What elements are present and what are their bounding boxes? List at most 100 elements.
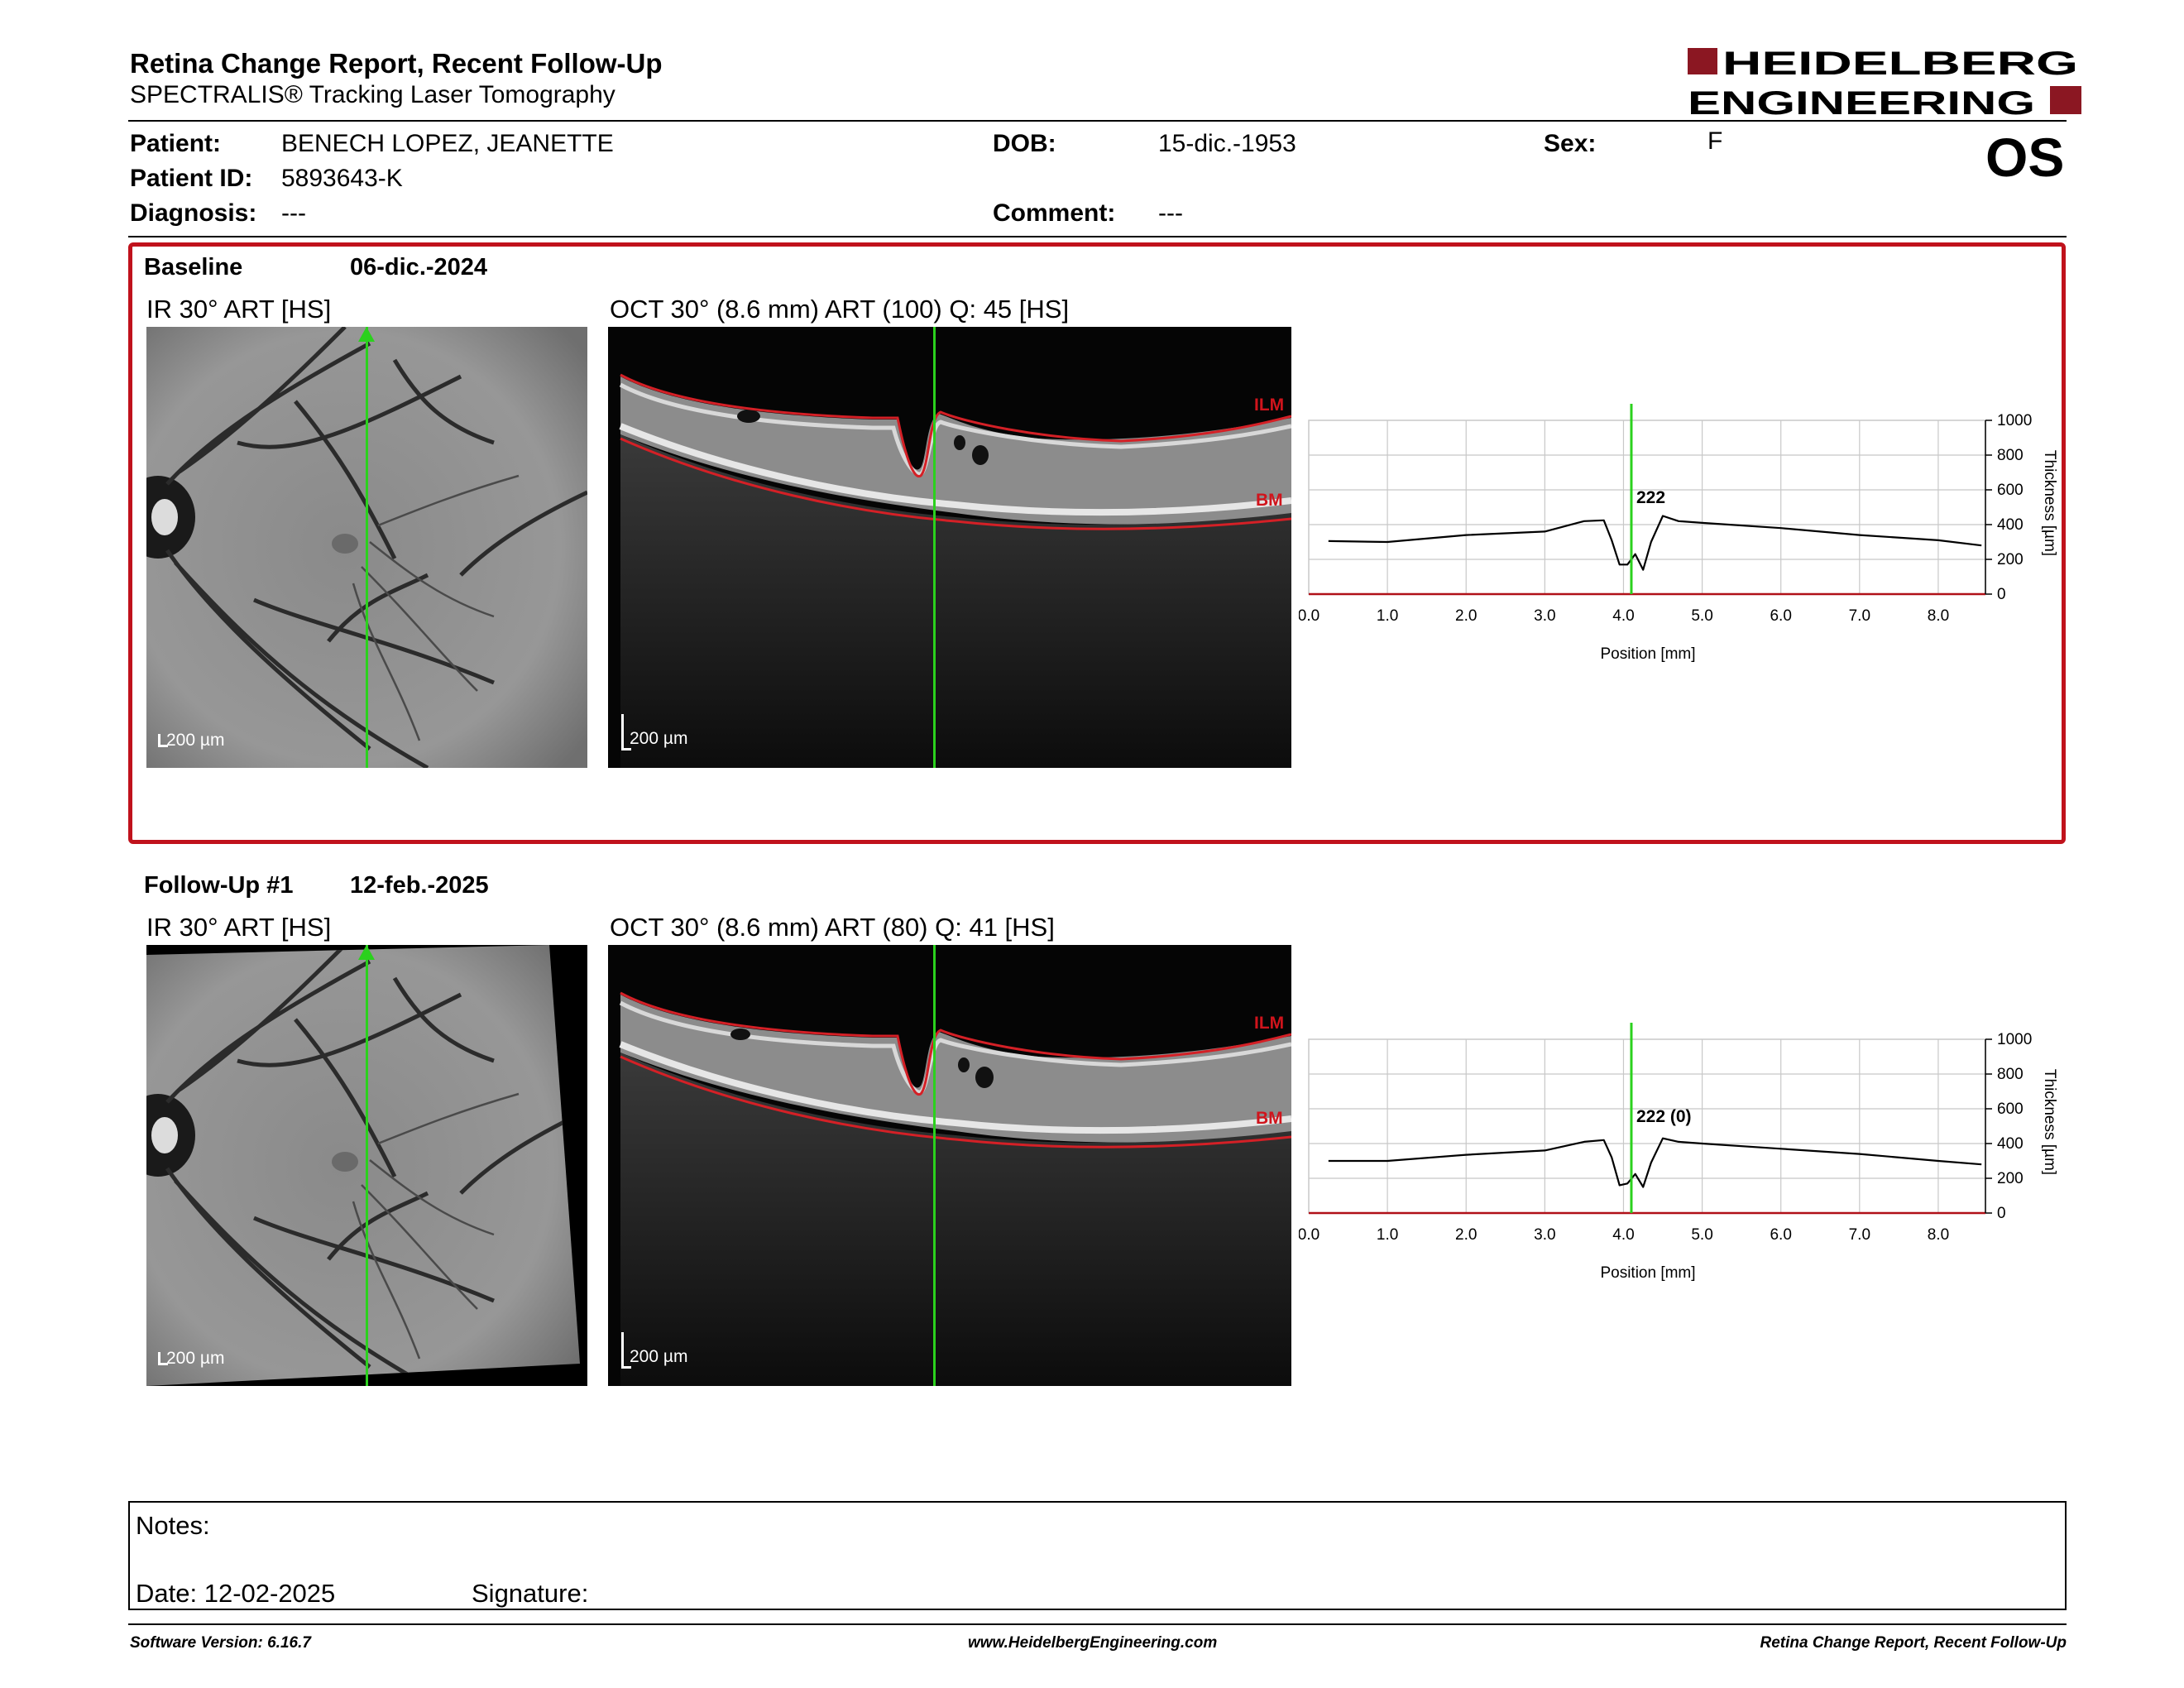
scale-bar-icon <box>158 1352 160 1365</box>
x-tick-label: 0.0 <box>1299 1226 1320 1244</box>
scale-bar-icon <box>621 714 624 750</box>
y-tick-label: 1000 <box>1997 1031 2032 1048</box>
notes-box[interactable] <box>128 1501 2067 1610</box>
x-tick-label: 6.0 <box>1770 1226 1791 1244</box>
y-tick-label: 0 <box>1997 586 2006 603</box>
x-tick-label: 7.0 <box>1849 1226 1870 1244</box>
x-tick-label: 7.0 <box>1849 607 1870 625</box>
followup-oct-image[interactable]: ILM BM 200 µm <box>608 945 1291 1386</box>
header-divider <box>128 120 2067 122</box>
diagnosis-label: Diagnosis: <box>130 199 257 227</box>
logo-line2: ENGINEERING <box>1688 85 2035 117</box>
followup-oct-position-line[interactable] <box>933 945 936 1386</box>
footer-divider <box>128 1623 2067 1625</box>
thickness-series-line <box>1328 1137 1982 1188</box>
y-tick-label: 200 <box>1997 1170 2024 1187</box>
x-tick-label: 4.0 <box>1612 1226 1634 1244</box>
x-tick-label: 1.0 <box>1377 607 1398 625</box>
baseline-label: Baseline <box>144 254 243 281</box>
arrow-up-icon <box>358 945 375 960</box>
patient-id-label: Patient ID: <box>130 165 253 192</box>
notes-date: Date: 12-02-2025 <box>136 1579 336 1608</box>
comment-value: --- <box>1158 199 1183 227</box>
dob-value: 15-dic.-1953 <box>1158 130 1296 157</box>
plot-area <box>1308 1038 1986 1214</box>
x-axis-label: Position [mm] <box>1600 645 1695 663</box>
followup-bm-label: BM <box>1256 1109 1283 1128</box>
baseline-ir-scan-line[interactable] <box>366 327 368 768</box>
followup-label: Follow-Up #1 <box>144 872 294 899</box>
footer-report-name: Retina Change Report, Recent Follow-Up <box>1760 1634 2067 1652</box>
x-tick-label: 3.0 <box>1534 1226 1555 1244</box>
x-tick-label: 8.0 <box>1928 607 1949 625</box>
sex-value: F <box>1707 127 1723 155</box>
comment-label: Comment: <box>993 199 1116 227</box>
dob-label: DOB: <box>993 130 1056 157</box>
logo-line1: HEIDELBERG <box>1722 46 2078 82</box>
baseline-ir-scale: 200 µm <box>166 731 225 750</box>
baseline-thickness-graph[interactable]: 0.0 1.0 2.0 3.0 4.0 5.0 6.0 7.0 8.0 0 200 400 600 800… <box>1299 404 2068 677</box>
baseline-ir-caption: IR 30° ART [HS] <box>146 295 332 324</box>
baseline-ilm-label: ILM <box>1254 396 1285 415</box>
y-tick-label: 400 <box>1997 1135 2024 1153</box>
followup-date: 12-feb.-2025 <box>350 872 489 899</box>
thickness-series-line <box>1328 515 1982 571</box>
heidelberg-logo: HEIDELBERG ENGINEERING <box>1688 46 2081 117</box>
eye-indicator: OS <box>1985 127 2065 188</box>
marker-value-label: 222 (0) <box>1636 1107 1692 1126</box>
x-tick-label: 1.0 <box>1377 1226 1398 1244</box>
followup-ir-scale: 200 µm <box>166 1349 225 1368</box>
baseline-date: 06-dic.-2024 <box>350 254 488 281</box>
y-tick-label: 800 <box>1997 1066 2024 1083</box>
scale-bar-icon <box>621 1332 624 1369</box>
y-tick-label: 600 <box>1997 482 2024 499</box>
followup-ir-caption: IR 30° ART [HS] <box>146 913 332 942</box>
followup-thickness-graph[interactable]: 0.0 1.0 2.0 3.0 4.0 5.0 6.0 7.0 8.0 0 200 400 600 800… <box>1299 1023 2068 1296</box>
baseline-oct-scale: 200 µm <box>630 729 688 748</box>
baseline-ir-image[interactable]: 200 µm <box>146 327 587 768</box>
followup-oct-caption: OCT 30° (8.6 mm) ART (80) Q: 41 [HS] <box>610 913 1055 942</box>
baseline-frame <box>128 242 2066 844</box>
report-subtitle: SPECTRALIS® Tracking Laser Tomography <box>130 81 615 108</box>
y-tick-label: 200 <box>1997 551 2024 568</box>
x-tick-label: 6.0 <box>1770 607 1791 625</box>
plot-area <box>1308 420 1986 595</box>
y-tick-label: 800 <box>1997 447 2024 464</box>
x-tick-label: 5.0 <box>1691 607 1712 625</box>
report-title: Retina Change Report, Recent Follow-Up <box>130 48 663 79</box>
followup-ir-image[interactable]: 200 µm <box>146 945 587 1386</box>
x-tick-label: 5.0 <box>1691 1226 1712 1244</box>
x-axis-label: Position [mm] <box>1600 1264 1695 1282</box>
x-tick-label: 0.0 <box>1299 607 1320 625</box>
baseline-oct-position-line[interactable] <box>933 327 936 768</box>
patient-name: BENECH LOPEZ, JEANETTE <box>281 130 614 157</box>
x-tick-label: 4.0 <box>1612 607 1634 625</box>
followup-ir-scan-line[interactable] <box>366 945 368 1386</box>
scale-bar-icon <box>158 734 160 747</box>
x-tick-label: 2.0 <box>1455 607 1477 625</box>
y-tick-label: 600 <box>1997 1101 2024 1118</box>
baseline-oct-image[interactable]: ILM BM 200 µm <box>608 327 1291 768</box>
patient-id: 5893643-K <box>281 165 403 192</box>
baseline-oct-caption: OCT 30° (8.6 mm) ART (100) Q: 45 [HS] <box>610 295 1070 324</box>
website-link[interactable]: www.HeidelbergEngineering.com <box>968 1634 1218 1652</box>
x-tick-label: 3.0 <box>1534 607 1555 625</box>
y-tick-label: 400 <box>1997 516 2024 534</box>
diagnosis-value: --- <box>281 199 306 227</box>
patient-label: Patient: <box>130 130 222 157</box>
sex-label: Sex: <box>1544 130 1597 157</box>
patient-divider <box>128 236 2067 237</box>
software-version: Software Version: 6.16.7 <box>130 1634 311 1652</box>
arrow-up-icon <box>358 327 375 342</box>
y-axis-label: Thickness [µm] <box>2041 450 2058 556</box>
y-axis-label: Thickness [µm] <box>2041 1069 2058 1175</box>
baseline-bm-label: BM <box>1256 491 1283 510</box>
followup-oct-scale: 200 µm <box>630 1347 688 1366</box>
y-tick-label: 1000 <box>1997 412 2032 429</box>
notes-label: Notes: <box>136 1511 210 1540</box>
marker-value-label: 222 <box>1636 488 1665 507</box>
signature-label: Signature: <box>472 1579 589 1608</box>
x-tick-label: 8.0 <box>1928 1226 1949 1244</box>
y-tick-label: 0 <box>1997 1205 2006 1222</box>
followup-ilm-label: ILM <box>1254 1014 1285 1033</box>
